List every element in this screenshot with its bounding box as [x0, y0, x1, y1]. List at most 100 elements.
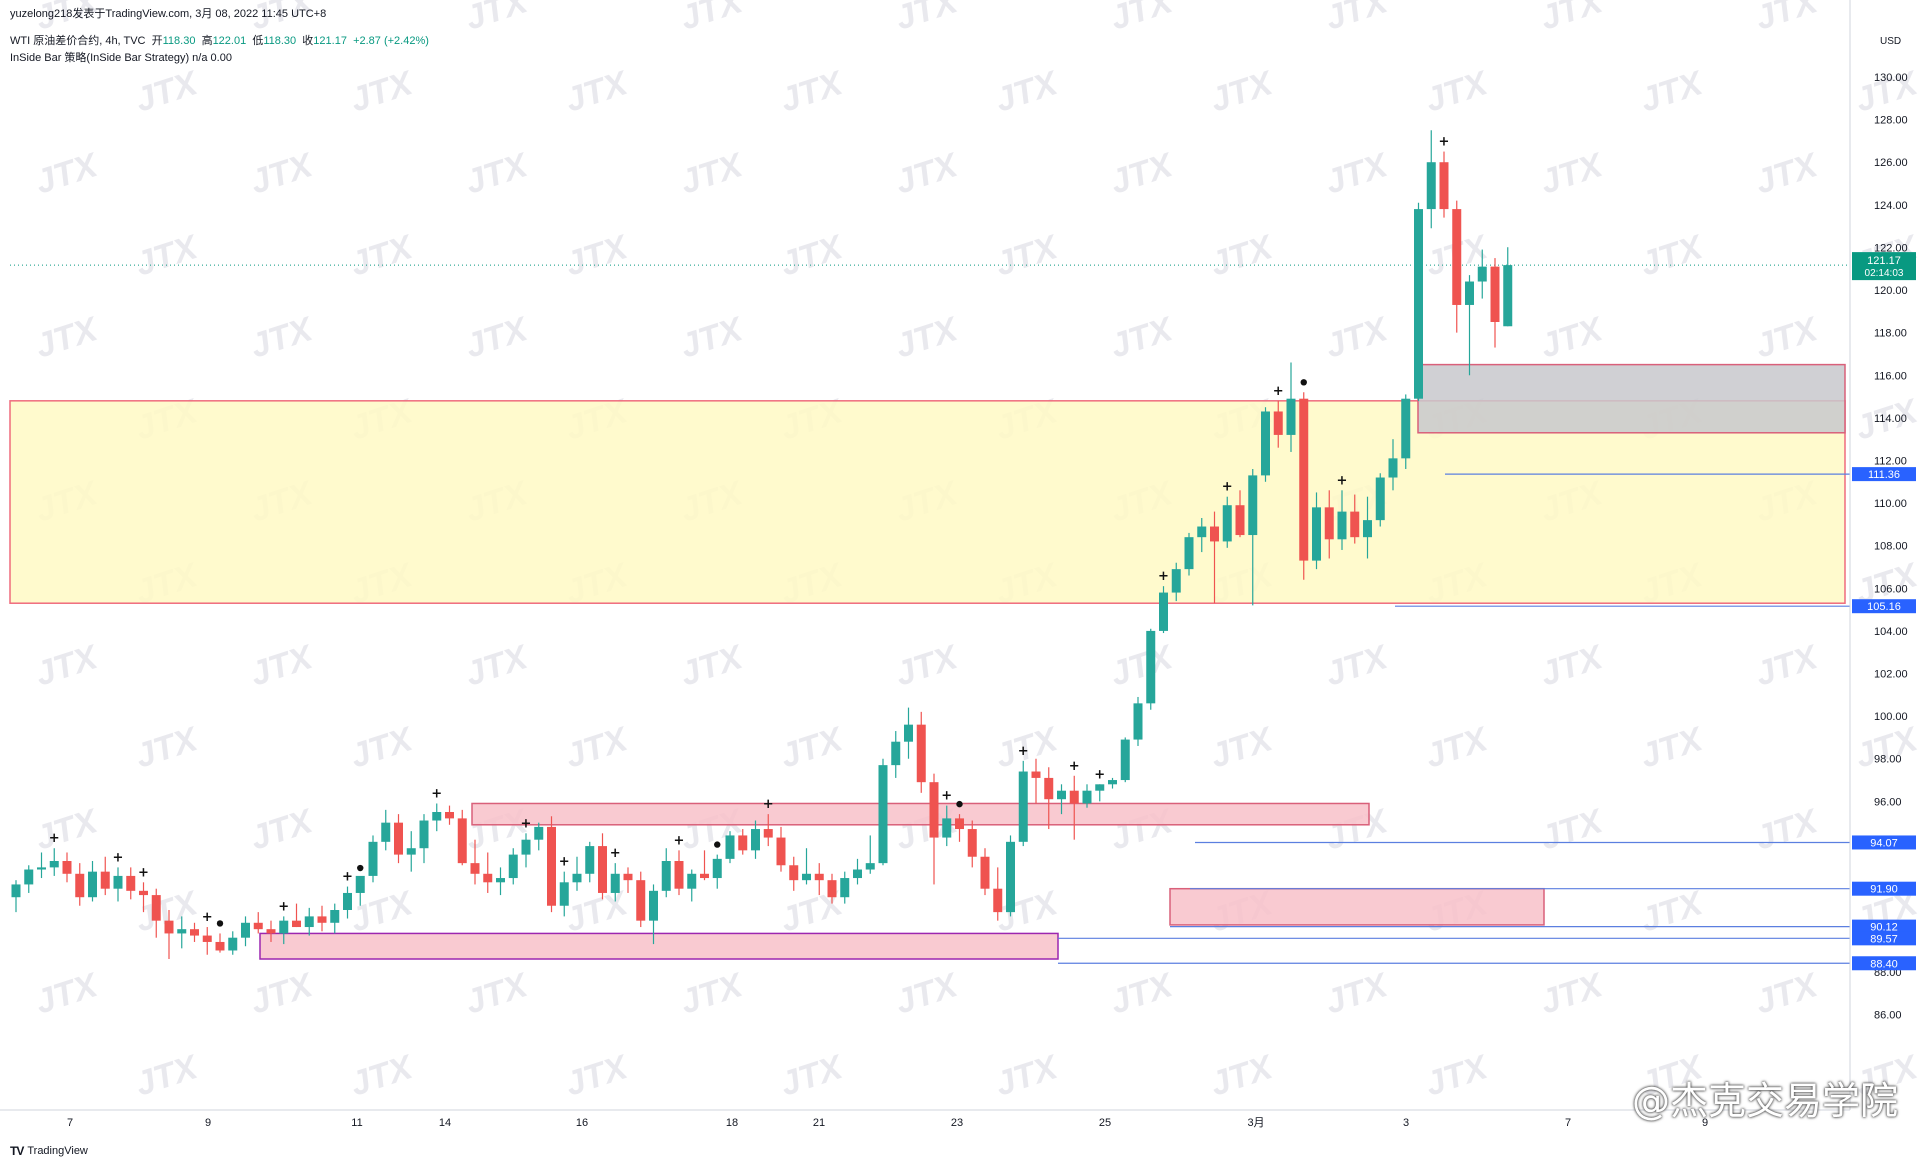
candle-up — [1286, 398, 1296, 435]
signal-cross-marker: + — [941, 789, 952, 804]
candle-up — [865, 863, 875, 870]
candle-up — [88, 871, 97, 898]
time-tick-label: 7 — [67, 1117, 73, 1129]
zone-pink-lower — [259, 932, 1059, 960]
candle-up — [687, 873, 697, 889]
candle-up — [1426, 162, 1436, 210]
signal-dot-marker — [714, 841, 721, 848]
candle-up — [1477, 266, 1487, 282]
candle-up — [1018, 771, 1028, 842]
candle-down — [253, 922, 263, 930]
high-value: 122.01 — [212, 35, 247, 47]
candle-up — [1363, 520, 1372, 538]
candle-up — [1184, 537, 1194, 570]
candle-down — [738, 835, 748, 851]
signal-dot-marker — [956, 800, 963, 808]
candle-down — [1350, 511, 1360, 538]
time-tick-label: 16 — [576, 1117, 588, 1129]
candle-down — [164, 920, 174, 934]
candle-up — [942, 818, 952, 838]
candle-down — [470, 863, 480, 874]
last-price-label: 121.17 — [1867, 255, 1901, 267]
candle-down — [598, 846, 607, 893]
time-tick-label: 21 — [813, 1117, 825, 1129]
candle-up — [572, 873, 582, 883]
price-axis[interactable]: 86.0088.0090.0092.0094.0096.0098.00100.0… — [1849, 0, 1916, 1110]
level-price-label: 105.16 — [1867, 601, 1901, 613]
candle-down — [1452, 209, 1462, 305]
zone-pink-upper — [471, 802, 1370, 826]
candle-down — [1235, 505, 1245, 536]
candle-up — [419, 820, 429, 849]
signal-cross-marker: + — [431, 786, 442, 801]
candle-down — [190, 929, 199, 936]
candle-down — [789, 865, 799, 881]
signal-cross-marker: + — [1158, 569, 1169, 584]
candle-up — [712, 858, 722, 879]
candle-down — [967, 829, 977, 857]
candle-down — [126, 875, 136, 891]
level-price-label: 89.57 — [1870, 933, 1898, 945]
symbol-name[interactable]: WTI 原油差价合约, 4h, TVC — [10, 35, 146, 47]
candle-up — [241, 922, 250, 938]
candle-down — [62, 861, 72, 874]
candle-up — [432, 812, 442, 821]
candle-up — [725, 835, 735, 859]
time-tick-label: 9 — [205, 1117, 211, 1129]
candle-up — [508, 854, 518, 879]
candle-up — [1261, 411, 1270, 476]
level-price-label: 90.12 — [1870, 922, 1898, 934]
level-price-badge — [1852, 835, 1916, 850]
price-tick-label: 112.00 — [1874, 455, 1907, 467]
candle-down — [1044, 777, 1054, 800]
candle-down — [700, 873, 709, 879]
signal-dot-marker — [357, 864, 364, 872]
candle-up — [1133, 703, 1143, 740]
signal-cross-marker: + — [113, 850, 124, 865]
candle-up — [343, 892, 352, 910]
candle-up — [853, 869, 862, 879]
level-price-badge — [1852, 467, 1916, 482]
candle-down — [636, 880, 646, 921]
candle-up — [228, 937, 238, 951]
price-tick-label: 106.00 — [1874, 583, 1908, 595]
time-tick-label: 3月 — [1247, 1117, 1264, 1129]
candle-down — [1210, 526, 1219, 542]
candle-up — [559, 882, 569, 906]
low-label: 低 — [252, 35, 264, 47]
signal-cross-marker: + — [1018, 744, 1029, 759]
candle-up — [1171, 569, 1181, 593]
signal-cross-marker: + — [763, 797, 774, 812]
price-tick-label: 110.00 — [1874, 498, 1907, 510]
candle-up — [521, 839, 531, 855]
price-tick-label: 118.00 — [1874, 328, 1907, 340]
candle-down — [980, 856, 990, 889]
open-label: 开 — [151, 35, 163, 47]
price-tick-label: 108.00 — [1874, 541, 1908, 553]
price-tick-label: 86.00 — [1874, 1009, 1902, 1021]
price-tick-label: 114.00 — [1874, 413, 1907, 425]
level-price-label: 94.07 — [1870, 837, 1898, 849]
strategy-line[interactable]: InSide Bar 策略(InSide Bar Strategy) n/a 0… — [10, 52, 232, 64]
candle-down — [292, 920, 301, 928]
candle-down — [674, 861, 684, 889]
level-price-badge — [1852, 956, 1916, 971]
signal-cross-marker: + — [1273, 384, 1284, 399]
candle-up — [1197, 526, 1207, 538]
price-tick-label: 100.00 — [1874, 711, 1908, 723]
candle-down — [1490, 266, 1500, 322]
level-price-label: 88.40 — [1870, 958, 1898, 970]
tradingview-footer: TV TradingView — [10, 1144, 88, 1158]
level-price-label: 91.90 — [1870, 884, 1898, 896]
candle-up — [496, 878, 505, 883]
level-price-badge — [1852, 919, 1916, 934]
candle-down — [394, 822, 403, 855]
time-tick-label: 3 — [1403, 1117, 1409, 1129]
candle-up — [1312, 507, 1321, 561]
price-tick-label: 130.00 — [1874, 72, 1908, 84]
candle-down — [75, 873, 85, 898]
time-axis[interactable]: 7 9 11 14 16 18 21 23 25 3月 3 7 9 — [0, 1109, 1850, 1129]
signal-cross-marker: + — [49, 831, 60, 846]
candle-up — [1120, 739, 1130, 781]
